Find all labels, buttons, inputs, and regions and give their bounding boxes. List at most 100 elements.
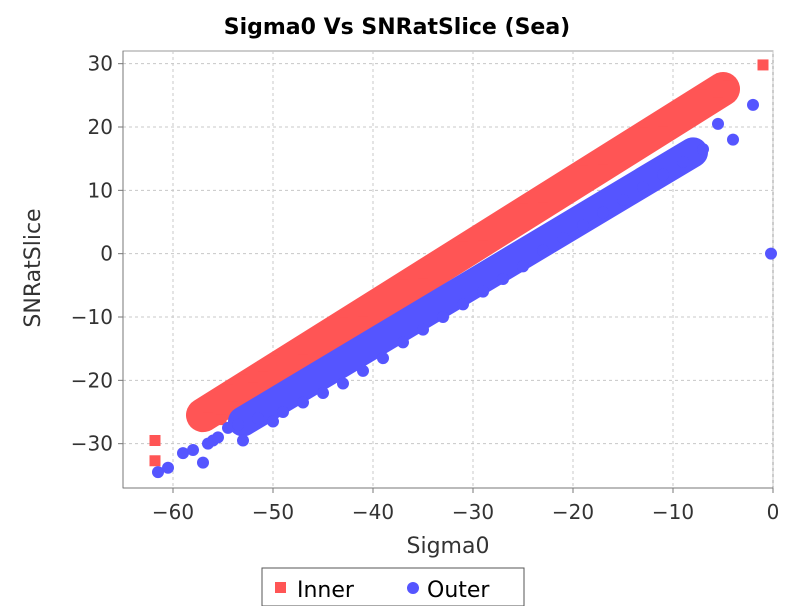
x-tick-label: 0	[767, 500, 780, 524]
outer-point	[457, 298, 469, 311]
x-tick-label: −10	[652, 500, 694, 524]
outer-point	[712, 117, 724, 130]
series-outer	[152, 98, 777, 479]
x-tick-label: −50	[252, 500, 294, 524]
series-inner	[149, 59, 769, 467]
outer-point	[637, 181, 649, 194]
inner-point	[657, 115, 669, 127]
outer-point	[317, 387, 329, 399]
inner-point	[757, 59, 769, 71]
outer-point	[577, 219, 589, 232]
inner-point	[257, 360, 269, 372]
outer-point	[252, 412, 264, 425]
inner-point	[317, 330, 329, 342]
outer-point	[397, 336, 409, 349]
inner-point	[677, 102, 689, 114]
legend-box	[261, 567, 525, 606]
inner-point	[397, 279, 409, 291]
inner-point	[577, 165, 589, 177]
inner-point	[617, 140, 629, 152]
inner-point	[149, 435, 161, 446]
outer-point	[765, 247, 777, 260]
inner-point	[297, 343, 309, 355]
inner-point	[237, 374, 249, 386]
inner-point	[457, 241, 469, 253]
outer-point	[197, 456, 209, 469]
legend-label-outer: Outer	[427, 578, 490, 603]
y-tick-label: 0	[100, 242, 113, 266]
inner-point	[337, 317, 349, 329]
inner-point	[712, 86, 724, 98]
outer-point	[497, 273, 509, 285]
legend-marker-outer	[407, 582, 419, 594]
outer-point	[437, 311, 449, 323]
outer-point	[337, 377, 349, 390]
outer-point	[377, 352, 389, 365]
outer-point	[237, 434, 249, 447]
inner-point	[637, 127, 649, 139]
outer-point	[747, 98, 759, 111]
inner-point	[222, 384, 234, 396]
outer-point	[697, 143, 709, 156]
outer-point	[677, 155, 689, 168]
outer-point	[727, 133, 739, 146]
y-tick-label: 20	[88, 115, 113, 139]
x-axis-label: Sigma0	[407, 534, 490, 559]
outer-point	[657, 168, 669, 181]
inner-point	[417, 267, 429, 279]
inner-point	[517, 203, 529, 215]
x-axis-ticks: −60 −50 −40 −30 −20 −10 0	[152, 488, 779, 524]
legend-marker-inner	[275, 582, 286, 593]
outer-point	[557, 231, 569, 244]
inner-point	[377, 292, 389, 304]
chart-title: Sigma0 Vs SNRatSlice (Sea)	[224, 15, 570, 40]
inner-point	[722, 80, 734, 92]
y-axis-ticks: 30 20 10 0 −10 −20 −30	[71, 52, 123, 456]
y-axis-label: SNRatSlice	[21, 208, 46, 327]
outer-point	[177, 447, 189, 460]
inner-point	[357, 305, 369, 317]
outer-point	[477, 285, 489, 298]
outer-point	[162, 461, 174, 474]
outer-point	[297, 396, 309, 409]
inner-point	[227, 390, 239, 402]
inner-point	[215, 414, 227, 426]
outer-point	[222, 421, 234, 434]
inner-point	[282, 349, 294, 361]
outer-point	[417, 323, 429, 336]
x-tick-label: −40	[352, 500, 394, 524]
outer-point	[617, 193, 629, 206]
outer-point	[597, 206, 609, 219]
outer-point	[187, 444, 199, 456]
inner-point	[537, 191, 549, 203]
inner-point	[557, 178, 569, 190]
outer-point	[357, 364, 369, 377]
outer-point	[517, 260, 529, 273]
y-tick-label: −30	[71, 432, 113, 456]
y-tick-label: 10	[88, 178, 113, 202]
inner-point	[247, 371, 259, 383]
outer-point	[152, 466, 164, 479]
outer-point	[232, 418, 244, 431]
x-tick-label: −20	[552, 500, 594, 524]
outer-point	[202, 437, 214, 450]
y-tick-label: 30	[88, 52, 113, 76]
outer-point	[277, 406, 289, 418]
legend: Inner Outer	[261, 567, 525, 606]
outer-point	[267, 415, 279, 428]
inner-point	[437, 254, 449, 266]
inner-point	[267, 355, 279, 367]
inner-point	[597, 153, 609, 165]
inner-point	[477, 229, 489, 241]
x-tick-label: −60	[152, 500, 194, 524]
inner-point	[149, 455, 161, 467]
y-tick-label: −20	[71, 368, 113, 392]
outer-point	[537, 244, 549, 257]
inner-point	[497, 216, 509, 228]
x-tick-label: −30	[452, 500, 494, 524]
legend-label-inner: Inner	[297, 578, 355, 603]
outer-point	[212, 431, 224, 444]
y-tick-label: −10	[71, 305, 113, 329]
inner-point	[697, 89, 709, 101]
